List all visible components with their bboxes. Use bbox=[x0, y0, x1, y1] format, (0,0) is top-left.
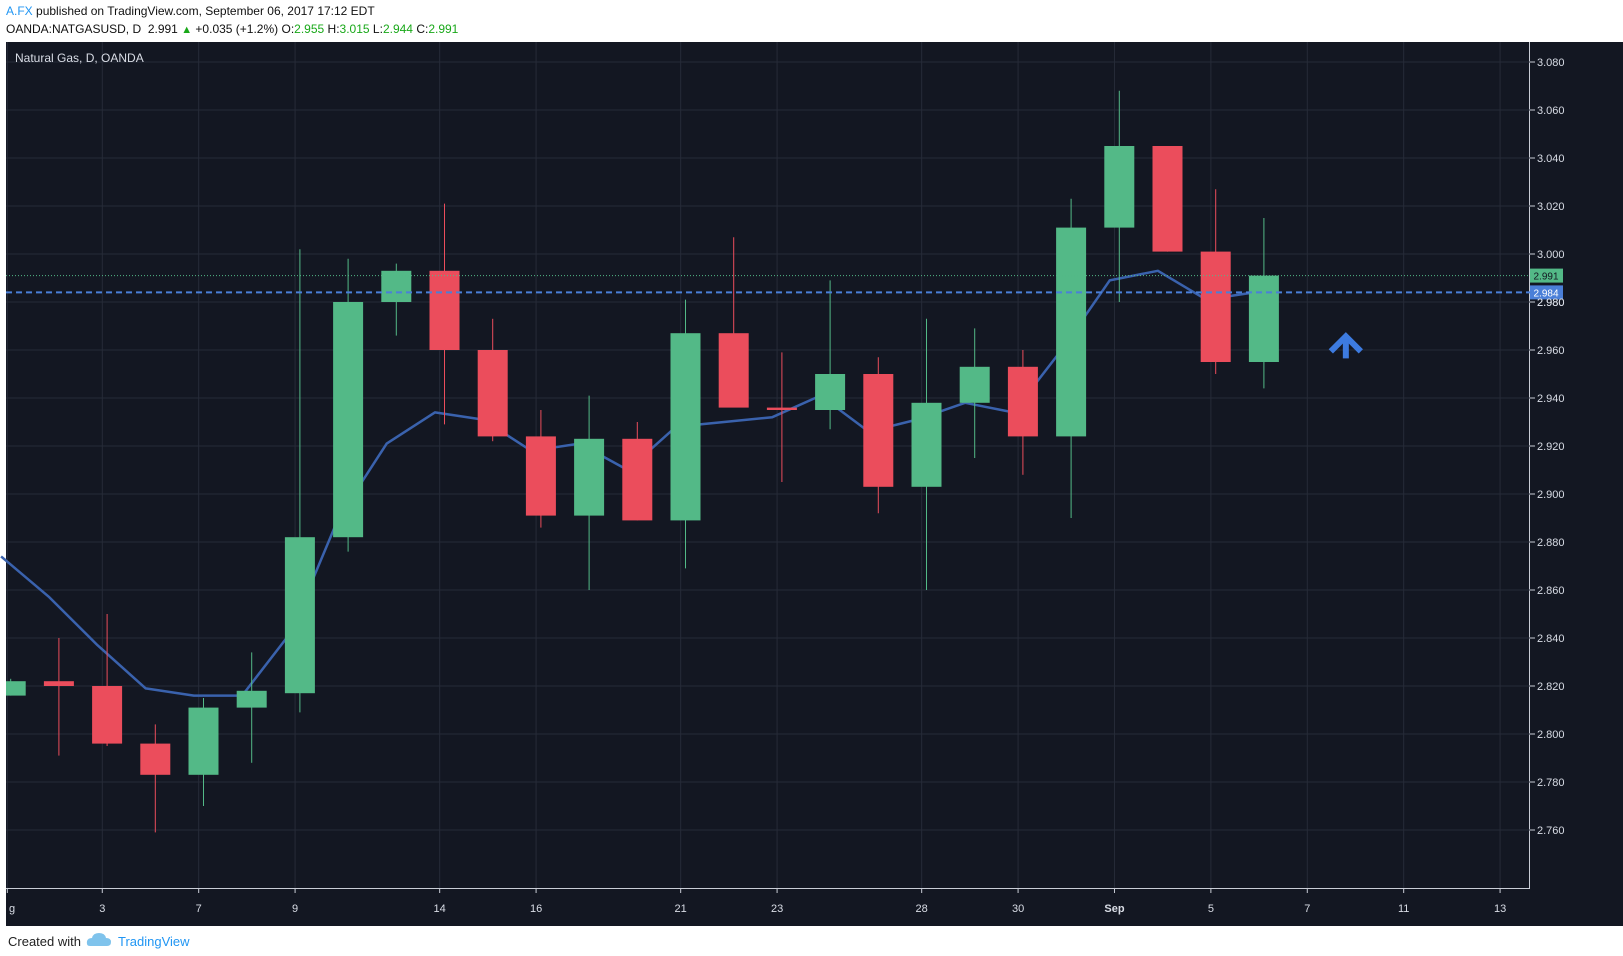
horizontal-line-badge bbox=[1530, 285, 1563, 300]
tradingview-cloud-icon bbox=[86, 931, 112, 952]
price-change: +0.035 (+1.2%) bbox=[195, 22, 279, 36]
candle-body-down[interactable] bbox=[1007, 366, 1038, 437]
time-tick-label: 28 bbox=[916, 903, 928, 915]
candle-body-down[interactable] bbox=[43, 681, 74, 686]
publish-header: A.FX published on TradingView.com, Septe… bbox=[0, 0, 1623, 42]
price-tick-label: 2.960 bbox=[1537, 345, 1565, 357]
high-label: H: bbox=[327, 22, 340, 36]
candle-body-up[interactable] bbox=[1104, 146, 1135, 228]
price-tick-label: 2.920 bbox=[1537, 441, 1565, 453]
author-link[interactable]: A.FX bbox=[6, 4, 33, 18]
candle-body-up[interactable] bbox=[959, 366, 990, 403]
close-label: C: bbox=[416, 22, 429, 36]
time-tick-label: 21 bbox=[675, 903, 687, 915]
candle-body-down[interactable] bbox=[766, 407, 797, 410]
time-tick-label: 23 bbox=[771, 903, 783, 915]
candle-body-down[interactable] bbox=[863, 374, 894, 487]
price-tick-label: 3.000 bbox=[1537, 249, 1565, 261]
price-tick-label: 2.880 bbox=[1537, 537, 1565, 549]
price-tick-label: 3.020 bbox=[1537, 201, 1565, 213]
quote-line: OANDA:NATGASUSD, D 2.991 ▲ +0.035 (+1.2%… bbox=[6, 22, 458, 36]
price-tick-label: 2.860 bbox=[1537, 585, 1565, 597]
time-axis-background bbox=[6, 888, 1623, 926]
candle-body-up[interactable] bbox=[1248, 275, 1279, 362]
candle-body-up[interactable] bbox=[1056, 227, 1087, 437]
price-tick-label: 2.980 bbox=[1537, 297, 1565, 309]
time-tick-label: 3 bbox=[99, 903, 105, 915]
candlestick-chart[interactable]: 2.991 2.984 3.080 3.060 3.040 3.020 3.000 2.98… bbox=[0, 42, 1623, 926]
candle-body-up[interactable] bbox=[574, 438, 605, 516]
price-tick-label: 2.800 bbox=[1537, 729, 1565, 741]
candle-body-up[interactable] bbox=[188, 707, 219, 775]
price-tick-label: 2.980 bbox=[1537, 297, 1565, 309]
chart-title: Natural Gas, D, OANDA bbox=[15, 51, 144, 65]
price-tick-label: 2.940 bbox=[1537, 393, 1565, 405]
publish-line: A.FX published on TradingView.com, Septe… bbox=[6, 4, 375, 18]
candle-body-up[interactable] bbox=[815, 374, 846, 410]
candle-body-down[interactable] bbox=[429, 270, 460, 350]
time-tick-label: g bbox=[9, 903, 15, 915]
close-value: 2.991 bbox=[428, 22, 459, 36]
price-axis-background bbox=[1530, 42, 1623, 888]
candle-body-up[interactable] bbox=[284, 537, 315, 694]
candle-body-up[interactable] bbox=[6, 681, 26, 696]
candle-body-down[interactable] bbox=[622, 438, 653, 521]
candle-body-down[interactable] bbox=[718, 333, 749, 408]
up-arrow-icon[interactable] bbox=[1328, 332, 1363, 354]
candle-body-up[interactable] bbox=[236, 690, 267, 708]
low-value: 2.944 bbox=[382, 22, 413, 36]
time-tick-label: 30 bbox=[1012, 903, 1024, 915]
price-tick-label: 3.080 bbox=[1537, 57, 1565, 69]
price-tick-label: 3.060 bbox=[1537, 105, 1565, 117]
symbol-label: OANDA:NATGASUSD, D bbox=[6, 22, 142, 36]
candle-body-down[interactable] bbox=[140, 743, 171, 775]
price-tick-label: 2.840 bbox=[1537, 633, 1565, 645]
last-price-badge-label: 2.991 bbox=[1533, 272, 1558, 283]
time-tick-label: 7 bbox=[1304, 903, 1310, 915]
footer: Created with TradingView bbox=[0, 926, 1623, 956]
low-label: L: bbox=[372, 22, 383, 36]
time-tick-label: 9 bbox=[292, 903, 298, 915]
candle-body-down[interactable] bbox=[477, 350, 508, 437]
chart-background bbox=[6, 42, 1623, 888]
time-tick-label: 16 bbox=[530, 903, 542, 915]
time-tick-label: 11 bbox=[1398, 903, 1409, 915]
up-triangle-icon: ▲ bbox=[181, 24, 193, 36]
candle-body-up[interactable] bbox=[333, 302, 364, 538]
time-tick-label: 14 bbox=[434, 903, 446, 915]
candle-body-up[interactable] bbox=[670, 333, 701, 521]
candle-body-down[interactable] bbox=[1200, 251, 1231, 362]
time-tick-label: 13 bbox=[1494, 903, 1506, 915]
time-tick-label: 5 bbox=[1208, 903, 1214, 915]
published-text: published on TradingView.com, September … bbox=[36, 4, 375, 18]
time-tick-label: Sep bbox=[1104, 903, 1124, 915]
candle-body-down[interactable] bbox=[525, 436, 556, 516]
price-tick-label: 2.780 bbox=[1537, 777, 1565, 789]
candle-body-down[interactable] bbox=[92, 686, 123, 744]
high-value: 3.015 bbox=[339, 22, 370, 36]
price-tick-label: 3.040 bbox=[1537, 153, 1565, 165]
time-tick-label: 7 bbox=[196, 903, 202, 915]
tradingview-link[interactable]: TradingView bbox=[118, 934, 190, 949]
open-label: O: bbox=[281, 22, 295, 36]
candle-body-down[interactable] bbox=[1152, 146, 1183, 252]
candle-body-up[interactable] bbox=[911, 402, 942, 487]
price-tick-label: 2.760 bbox=[1537, 825, 1565, 837]
price-tick-label: 2.900 bbox=[1537, 489, 1565, 501]
last-price-badge bbox=[1530, 268, 1563, 283]
last-price: 2.991 bbox=[147, 22, 178, 36]
price-tick-label: 2.820 bbox=[1537, 681, 1565, 693]
open-value: 2.955 bbox=[294, 22, 325, 36]
created-with-label: Created with bbox=[8, 934, 81, 949]
horizontal-line-badge-label: 2.984 bbox=[1533, 288, 1558, 299]
